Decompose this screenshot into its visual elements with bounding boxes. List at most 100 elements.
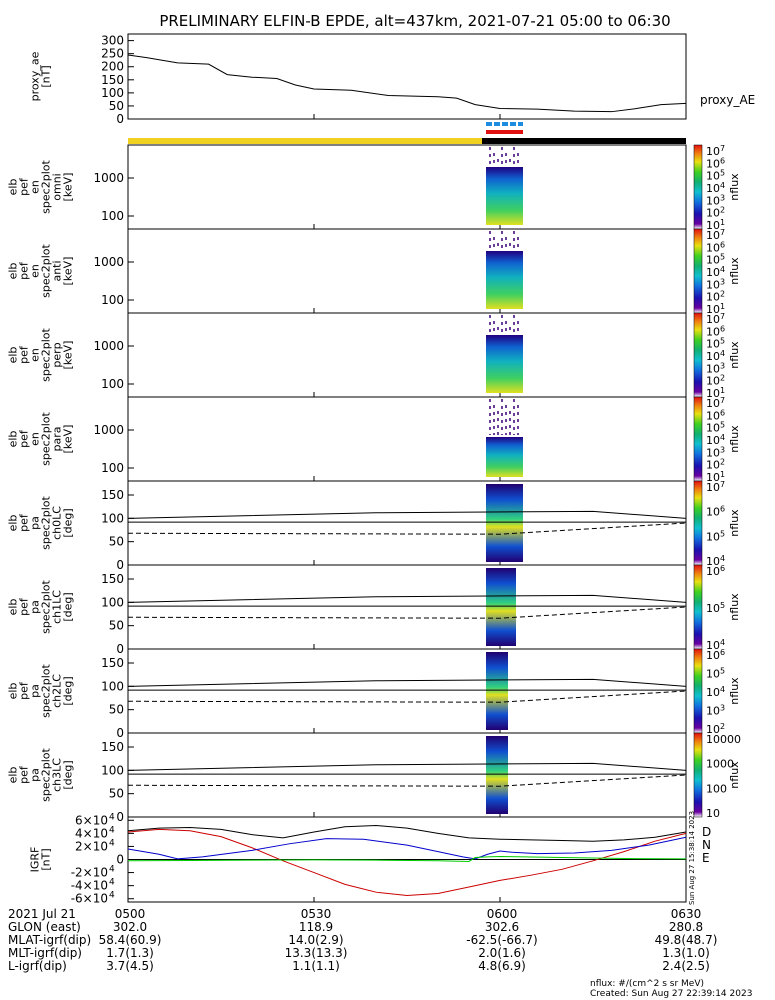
ylabel-anti-0: elb [7,263,20,280]
ylabel-para-5: [keV] [62,425,75,454]
ae-ytick-label-3: 150 [101,73,124,87]
ylabel-ch0LC-4: ch0LC [51,506,64,540]
ylabel-perp-3: spec2plot [40,328,53,382]
en-ytick-label-perp-0: 100 [101,377,124,391]
ae-ytick-label-6: 300 [101,34,124,48]
ylabel-anti-1: pef [18,261,31,280]
pa-ytick-label-ch3LC-2: 100 [101,763,124,777]
pa-ytick-label-ch2LC-1: 50 [109,703,124,717]
colorbar-tick-anti-6: 101 [706,302,725,316]
colorbar-7 [693,732,703,818]
colorbar-tick-para-1: 106 [706,408,725,422]
igrf-ytick-exp-4: 4 [109,838,115,848]
pa-ytick-label-ch2LC-0: 0 [116,726,124,740]
ylabel-anti-2: en [29,264,42,278]
ylabel-omni-2: en [29,180,42,194]
ylabel-igrf-1: [nT] [40,848,53,870]
ylabel-perp-1: pef [18,345,31,364]
colorbar-tick-para-5: 102 [706,458,725,472]
panel-frame-ch0LC [127,480,687,566]
igrf-ytick-exp-2: 4 [109,865,115,875]
ylabel-perp-4: perp [51,342,64,367]
colorbar-0 [693,144,703,230]
ylabel-ch1LC-1: pef [18,597,31,616]
ylabel-omni-5: [keV] [62,173,75,202]
colorbar-tick-ch2-0: 106 [706,648,725,662]
colorbar-tick-omni-2: 105 [706,169,725,183]
pa-ytick-label-ch3LC-0: 0 [116,810,124,824]
heatmap-perp [486,335,523,393]
panel-frame-omni [127,144,687,230]
ylabel-ch2LC-1: pef [18,681,31,700]
colorbar-tick-omni-0: 107 [706,144,725,158]
colorbar-label-2: nflux [728,341,741,369]
ylabel-ch3LC-4: ch3LC [51,758,64,792]
colorbar-tick-ch2-3: 103 [706,704,725,718]
ylabel-anti-5: [keV] [62,257,75,286]
ae-line [127,54,687,113]
colorbar-tick-perp-3: 104 [706,349,725,363]
pa-ytick-label-ch1LC-3: 150 [101,572,124,586]
igrf-series-E [127,856,687,862]
ylabel-ch0LC-3: spec2plot [40,496,53,550]
ylabel-ch1LC-4: ch1LC [51,590,64,624]
colorbar-tick-anti-4: 103 [706,277,725,291]
en-ytick-label-omni-0: 100 [101,209,124,223]
pa-ytick-label-ch0LC-2: 100 [101,511,124,525]
ylabel-ch1LC-3: spec2plot [40,580,53,634]
pa-ytick-label-ch0LC-0: 0 [116,558,124,572]
colorbar-5 [693,564,703,650]
colorbar-tick-perp-2: 105 [706,337,725,351]
ylabel-perp-5: [keV] [62,341,75,370]
pa-ytick-label-ch3LC-3: 150 [101,740,124,754]
heatmap-para [486,437,523,477]
igrf-series-D [127,828,687,896]
ylabel-anti-3: spec2plot [40,244,53,298]
colorbar-2 [693,312,703,398]
pa-ytick-label-ch0LC-1: 50 [109,535,124,549]
ylabel-ch2LC-4: ch2LC [51,674,64,708]
colorbar-tick-ch1-2: 104 [706,638,725,652]
igrf-ytick-label-4: 2×10 [75,839,108,853]
ylabel-ch3LC-1: pef [18,765,31,784]
colorbar-tick-perp-0: 107 [706,312,725,326]
ylabel-ch2LC-3: spec2plot [40,664,53,718]
colorbar-tick-para-2: 105 [706,421,725,435]
igrf-legend-D: D [702,825,711,839]
en-ytick-label-anti-0: 100 [101,293,124,307]
panel-frame-ch3LC [127,732,687,818]
colorbar-label-3: nflux [728,425,741,453]
panel-frame-proxy_ae [127,33,687,120]
ylabel-para-0: elb [7,431,20,448]
pa-ytick-label-ch1LC-0: 0 [116,642,124,656]
region-bar-yellow [128,138,482,144]
colorbar-label-7: nflux [728,761,741,789]
ylabel-ch0LC-1: pef [18,513,31,532]
ylabel-ch3LC-3: spec2plot [40,748,53,802]
ylabel-ch1LC-0: elb [7,599,20,616]
ylabel-perp-0: elb [7,347,20,364]
igrf-legend-N: N [702,838,711,852]
en-ytick-label-omni-1: 1000 [93,171,124,185]
colorbar-tick-ch0-2: 105 [706,529,725,543]
colorbar-tick-ch0-1: 106 [706,505,725,519]
igrf-ytick-label-2: -2×10 [71,866,108,880]
pa-loss-cone-ch3LC [127,762,687,771]
colorbar-tick-para-4: 103 [706,445,725,459]
colorbar-3 [693,396,703,482]
colorbar-tick-ch0-3: 104 [706,554,725,568]
heatmap-ch3LC [486,736,508,814]
colorbar-tick-perp-1: 106 [706,324,725,338]
pa-ytick-label-ch2LC-2: 100 [101,679,124,693]
panel-frame-para [127,396,687,482]
colorbar-tick-omni-5: 102 [706,206,725,220]
colorbar-tick-anti-5: 102 [706,290,725,304]
heatmap-omni [486,167,523,225]
colorbar-tick-anti-0: 107 [706,228,725,242]
pa-ytick-label-ch1LC-1: 50 [109,619,124,633]
en-ytick-label-para-0: 100 [101,461,124,475]
ae-ytick-label-2: 100 [101,86,124,100]
colorbar-tick-anti-2: 105 [706,253,725,267]
ylabel-ch0LC-0: elb [7,515,20,532]
